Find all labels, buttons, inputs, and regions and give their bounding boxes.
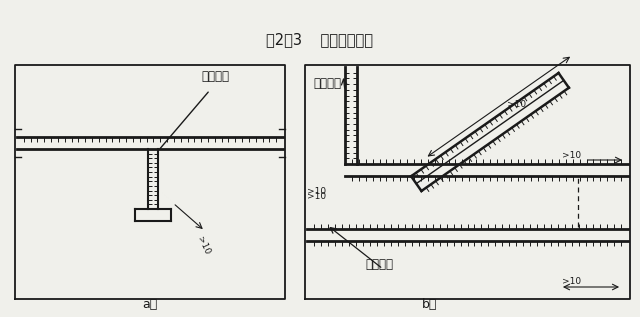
Text: >10: >10 <box>562 151 581 160</box>
Text: a）: a） <box>142 298 157 311</box>
Text: >10: >10 <box>507 100 526 109</box>
Text: >10: >10 <box>307 187 326 197</box>
Text: 起落弧点: 起落弧点 <box>201 70 229 83</box>
Text: b）: b） <box>422 298 438 311</box>
Text: >10: >10 <box>195 235 211 256</box>
Text: 图2－3    起落弧点位置: 图2－3 起落弧点位置 <box>266 32 374 47</box>
Text: 起落弧点: 起落弧点 <box>313 77 341 90</box>
Text: >10: >10 <box>307 192 326 201</box>
Text: 起落弧点: 起落弧点 <box>365 258 393 271</box>
Text: >10: >10 <box>562 277 581 286</box>
